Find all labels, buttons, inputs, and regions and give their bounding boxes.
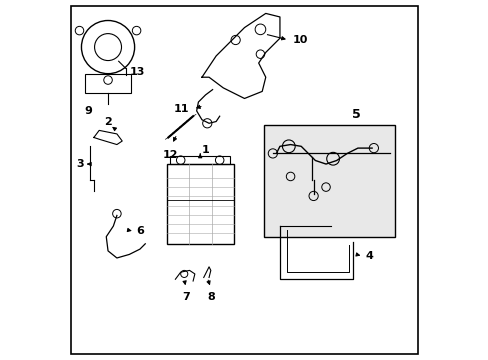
Text: 11: 11	[174, 104, 189, 114]
Text: 3: 3	[77, 159, 84, 169]
Text: 5: 5	[351, 108, 360, 121]
Text: 8: 8	[206, 292, 214, 302]
Text: 7: 7	[182, 292, 189, 302]
Bar	[264, 125, 394, 237]
Text: 4: 4	[364, 251, 372, 261]
Bar	[85, 74, 131, 93]
Text: 1: 1	[202, 145, 209, 155]
Text: 2: 2	[104, 117, 112, 126]
Text: 13: 13	[129, 67, 144, 77]
Text: 9: 9	[84, 105, 92, 116]
Text: 6: 6	[136, 226, 144, 237]
Text: 10: 10	[292, 35, 307, 45]
Bar	[166, 164, 233, 244]
Text: 12: 12	[162, 150, 178, 160]
Bar	[170, 156, 230, 164]
